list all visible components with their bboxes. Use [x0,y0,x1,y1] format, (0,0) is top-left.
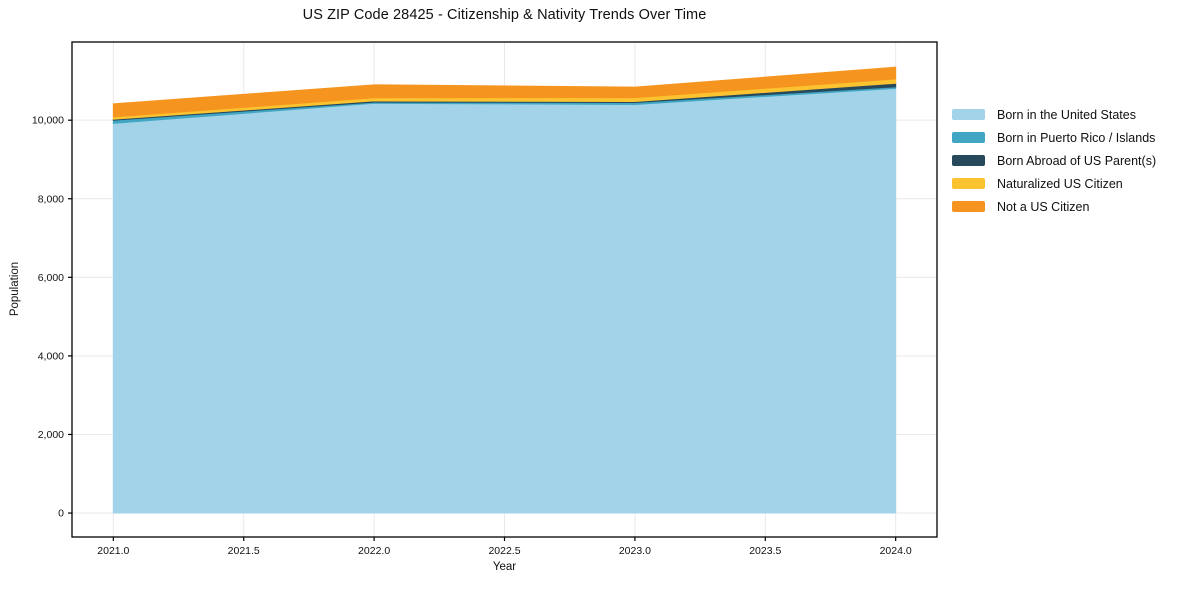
x-tick-label: 2022.5 [488,545,520,557]
legend-label: Naturalized US Citizen [997,176,1123,191]
y-tick-label: 8,000 [38,193,64,205]
area-series-4 [112,66,897,118]
legend-item-3: Naturalized US Citizen [952,172,1156,195]
legend-swatch-icon [952,201,985,212]
legend-swatch-icon [952,109,985,120]
area-series-0 [112,87,897,514]
legend-item-4: Not a US Citizen [952,195,1156,218]
y-tick-label: 10,000 [32,115,64,127]
y-tick-label: 0 [58,508,64,520]
x-axis-label: Year [492,561,517,573]
y-tick-label: 4,000 [38,350,64,362]
legend-label: Born in Puerto Rico / Islands [997,130,1156,145]
x-tick-label: 2022.0 [358,545,390,557]
x-tick-label: 2024.0 [880,545,912,557]
legend-swatch-icon [952,178,985,189]
legend-item-0: Born in the United States [952,103,1156,126]
legend-item-1: Born in Puerto Rico / Islands [952,126,1156,149]
legend-item-2: Born Abroad of US Parent(s) [952,149,1156,172]
y-tick-label: 2,000 [38,429,64,441]
y-tick-label: 6,000 [38,272,64,284]
x-tick-label: 2023.0 [619,545,651,557]
chart-title: US ZIP Code 28425 - Citizenship & Nativi… [302,7,707,23]
legend-swatch-icon [952,132,985,143]
x-tick-label: 2021.5 [228,545,260,557]
legend-label: Not a US Citizen [997,199,1090,214]
legend-label: Born in the United States [997,107,1136,122]
x-tick-label: 2021.0 [97,545,129,557]
legend-label: Born Abroad of US Parent(s) [997,153,1157,168]
x-tick-label: 2023.5 [749,545,781,557]
legend-swatch-icon [952,155,985,166]
legend: Born in the United States Born in Puerto … [952,103,1156,218]
y-axis-label: Population [9,261,21,317]
